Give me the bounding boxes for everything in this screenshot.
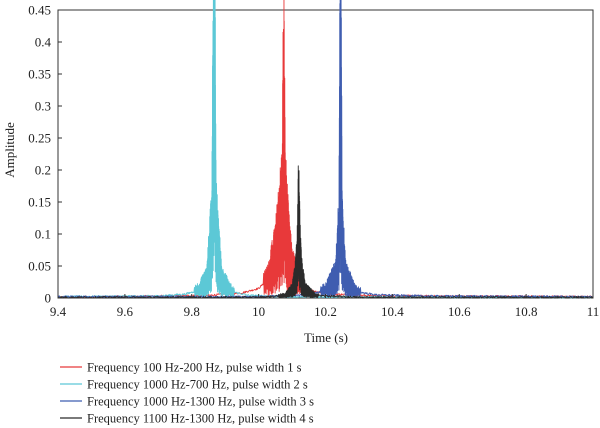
x-tick-label: 9.8 <box>184 304 200 319</box>
legend-label: Frequency 1100 Hz-1300 Hz, pulse width 4… <box>87 412 314 426</box>
y-tick-label: 0.45 <box>28 3 51 18</box>
series-line <box>57 165 594 299</box>
axes-layer <box>57 9 594 299</box>
y-tick-label: 0.15 <box>28 195 51 210</box>
y-tick-label: 0.1 <box>35 227 51 242</box>
y-tick-label: 0.3 <box>35 99 51 114</box>
legend-item: Frequency 1000 Hz-1300 Hz, pulse width 3… <box>60 395 314 409</box>
legend-item: Frequency 1000 Hz-700 Hz, pulse width 2 … <box>60 378 308 392</box>
series-layer <box>57 0 594 299</box>
legend: Frequency 100 Hz-200 Hz, pulse width 1 s… <box>60 361 314 426</box>
tick-labels: 9.4 9.6 9.8 10 10.2 10.4 10.6 10.8 11 0 0.05 0.1 0.1… <box>28 3 599 320</box>
plot-area <box>57 9 594 299</box>
legend-item: Frequency 1100 Hz-1300 Hz, pulse width 4… <box>60 412 314 426</box>
plot-frame <box>57 9 594 299</box>
y-tick-label: 0 <box>45 291 52 306</box>
legend-label: Frequency 1000 Hz-1300 Hz, pulse width 3… <box>87 395 314 409</box>
legend-label: Frequency 100 Hz-200 Hz, pulse width 1 s <box>87 361 302 375</box>
x-tick-label: 11 <box>587 304 600 319</box>
y-tick-label: 0.25 <box>28 131 51 146</box>
y-tick-label: 0.05 <box>28 259 51 274</box>
x-tick-label: 9.6 <box>117 304 134 319</box>
y-tick-label: 0.35 <box>28 67 51 82</box>
y-tick-label: 0.2 <box>35 163 51 178</box>
y-tick-label: 0.4 <box>35 35 52 50</box>
x-tick-label: 10.6 <box>448 304 471 319</box>
x-tick-label: 10.4 <box>381 304 404 319</box>
x-tick-label: 10.8 <box>515 304 538 319</box>
series-4 <box>57 165 594 299</box>
legend-label: Frequency 1000 Hz-700 Hz, pulse width 2 … <box>87 378 308 392</box>
x-tick-label: 10 <box>252 304 265 319</box>
x-tick-label: 9.4 <box>50 304 67 319</box>
y-axis-label: Amplitude <box>2 122 17 178</box>
legend-item: Frequency 100 Hz-200 Hz, pulse width 1 s <box>60 361 302 375</box>
x-axis-label: Time (s) <box>304 330 348 345</box>
x-tick-label: 10.2 <box>314 304 337 319</box>
